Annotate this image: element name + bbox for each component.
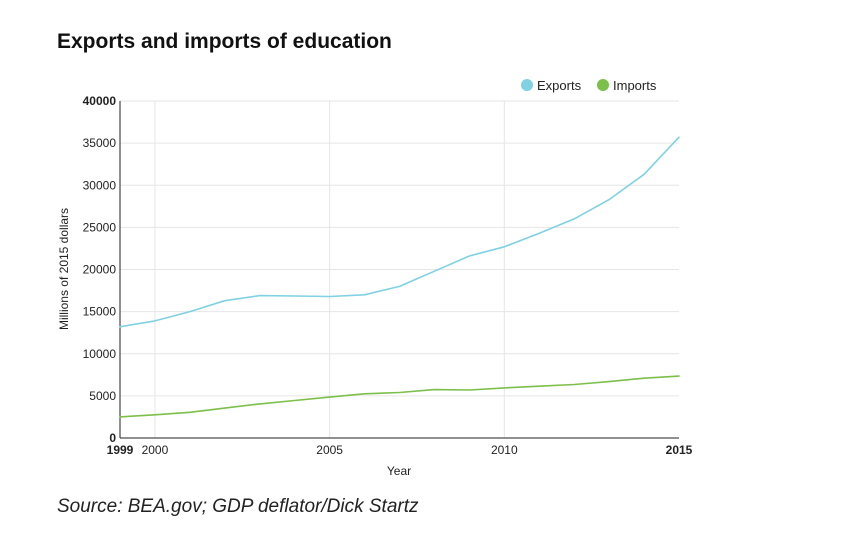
- y-tick-label: 5000: [89, 389, 116, 403]
- legend-label: Imports: [613, 78, 657, 93]
- y-tick-label: 40000: [83, 94, 117, 108]
- y-tick-label: 20000: [83, 263, 117, 277]
- y-axis-title: Millions of 2015 dollars: [57, 208, 71, 330]
- y-tick-labels: 0 5000 10000 15000 20000 25000 30000 35000 40000: [83, 94, 117, 445]
- y-tick-label: 10000: [83, 347, 117, 361]
- legend-label: Exports: [537, 78, 582, 93]
- y-tick-label: 25000: [83, 220, 117, 234]
- x-tick-labels: 1999 2000 2005 2010 2015: [107, 443, 693, 457]
- y-tick-label: 30000: [83, 178, 117, 192]
- series-line-exports: [119, 136, 680, 328]
- x-tick-label: 2010: [491, 443, 518, 457]
- y-tick-label: 15000: [83, 305, 117, 319]
- legend-swatch: [597, 79, 609, 91]
- axes: [119, 101, 679, 439]
- legend-item-imports[interactable]: Imports: [597, 78, 657, 93]
- legend-swatch: [521, 79, 533, 91]
- legend[interactable]: Exports Imports: [521, 78, 657, 93]
- chart-title: Exports and imports of education: [57, 30, 392, 53]
- series-lines: [119, 136, 680, 418]
- chart-source-note: Source: BEA.gov; GDP deflator/Dick Start…: [57, 496, 419, 517]
- y-tick-label: 35000: [83, 136, 117, 150]
- y-tick-label: 0: [109, 431, 116, 445]
- grid-lines: [120, 100, 679, 438]
- series-line-imports: [119, 375, 680, 418]
- x-tick-label: 2005: [316, 443, 343, 457]
- x-axis-title: Year: [387, 464, 411, 478]
- x-tick-label: 2015: [666, 443, 693, 457]
- x-tick-label: 1999: [107, 443, 134, 457]
- legend-item-exports[interactable]: Exports: [521, 78, 582, 93]
- x-tick-label: 2000: [142, 443, 169, 457]
